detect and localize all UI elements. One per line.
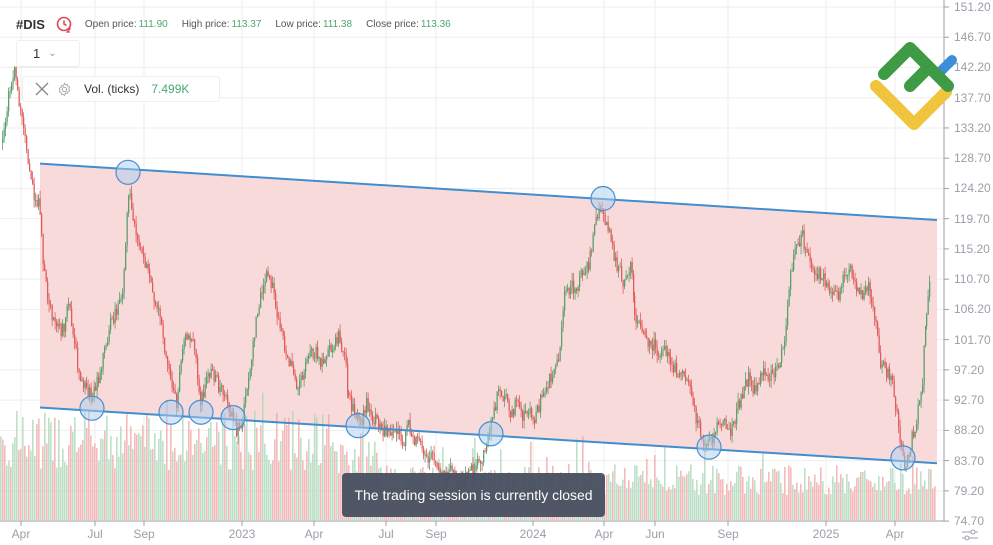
y-axis-label: 92.70 [954, 393, 985, 408]
x-axis-label: Apr [885, 527, 905, 541]
y-axis-label: 142.20 [954, 60, 991, 75]
chart-header: #DIS Open price: 111.90 High price: 113.… [16, 15, 465, 33]
indicator-value: 7.499K [151, 82, 190, 96]
x-axis-label: Apr [304, 527, 324, 541]
toast-text: The trading session is currently closed [354, 487, 593, 503]
y-axis-label: 137.70 [954, 90, 991, 105]
close-price-label: Close price: [366, 18, 419, 30]
x-ticks [20, 521, 896, 526]
volume-indicator-panel: Vol. (ticks) 7.499K [22, 76, 220, 102]
y-axis-label: 146.70 [954, 30, 991, 45]
y-axis-label: 79.20 [954, 483, 985, 498]
candlesticks [2, 66, 931, 493]
x-axis-label: 2023 [228, 527, 256, 541]
session-closed-toast: The trading session is currently closed [342, 473, 605, 517]
x-axis-label: Jul [378, 527, 394, 541]
close-icon[interactable] [35, 82, 49, 96]
high-price-label: High price: [181, 18, 230, 30]
low-price-label: Low price: [275, 18, 321, 30]
open-price-value: 111.90 [138, 18, 168, 30]
x-axis-label: Jun [645, 527, 665, 541]
indicator-name: Vol. (ticks) [84, 82, 140, 96]
y-axis-label: 74.70 [954, 514, 985, 529]
y-axis-label: 101.70 [954, 332, 991, 347]
x-axis-label: Apr [11, 527, 31, 541]
x-axis-label: Apr [594, 527, 614, 541]
x-axis-label: 2024 [519, 527, 547, 541]
y-axis-label: 133.20 [954, 120, 991, 135]
high-price-value: 113.37 [231, 18, 262, 30]
y-axis-label: 119.70 [954, 211, 990, 226]
chevron-down-icon: ⌄ [48, 48, 57, 59]
y-axis-label: 83.70 [954, 453, 985, 468]
session-clock-icon[interactable] [55, 15, 73, 33]
timeframe-value: 1 [33, 46, 41, 61]
x-axis-label: Sep [717, 527, 739, 541]
y-axis-label: 97.20 [954, 362, 985, 377]
close-price-value: 113.36 [420, 18, 451, 30]
y-axis-label: 106.20 [954, 302, 991, 317]
channel-fill [40, 163, 937, 464]
y-axis-label: 124.20 [954, 181, 991, 196]
axis-settings-icon[interactable] [960, 528, 980, 542]
touch-point-circles [79, 159, 916, 471]
low-price-value: 111.38 [322, 18, 353, 30]
symbol-label: #DIS [16, 16, 45, 32]
y-axis-label: 115.20 [954, 241, 990, 256]
x-axis-label: Sep [133, 527, 155, 541]
x-axis-label: Jul [87, 527, 103, 541]
open-price-label: Open price: [84, 18, 137, 30]
y-axis-label: 151.20 [954, 0, 991, 14]
timeframe-dropdown[interactable]: 1 ⌄ [16, 40, 80, 67]
gear-icon[interactable] [57, 81, 72, 97]
x-axis-label: 2025 [812, 527, 840, 541]
brand-logo-icon [870, 42, 957, 130]
y-axis-label: 128.70 [954, 151, 991, 166]
y-axis-label: 110.70 [954, 272, 990, 287]
y-axis-label: 88.20 [954, 423, 985, 438]
x-axis-label: Sep [425, 527, 447, 541]
